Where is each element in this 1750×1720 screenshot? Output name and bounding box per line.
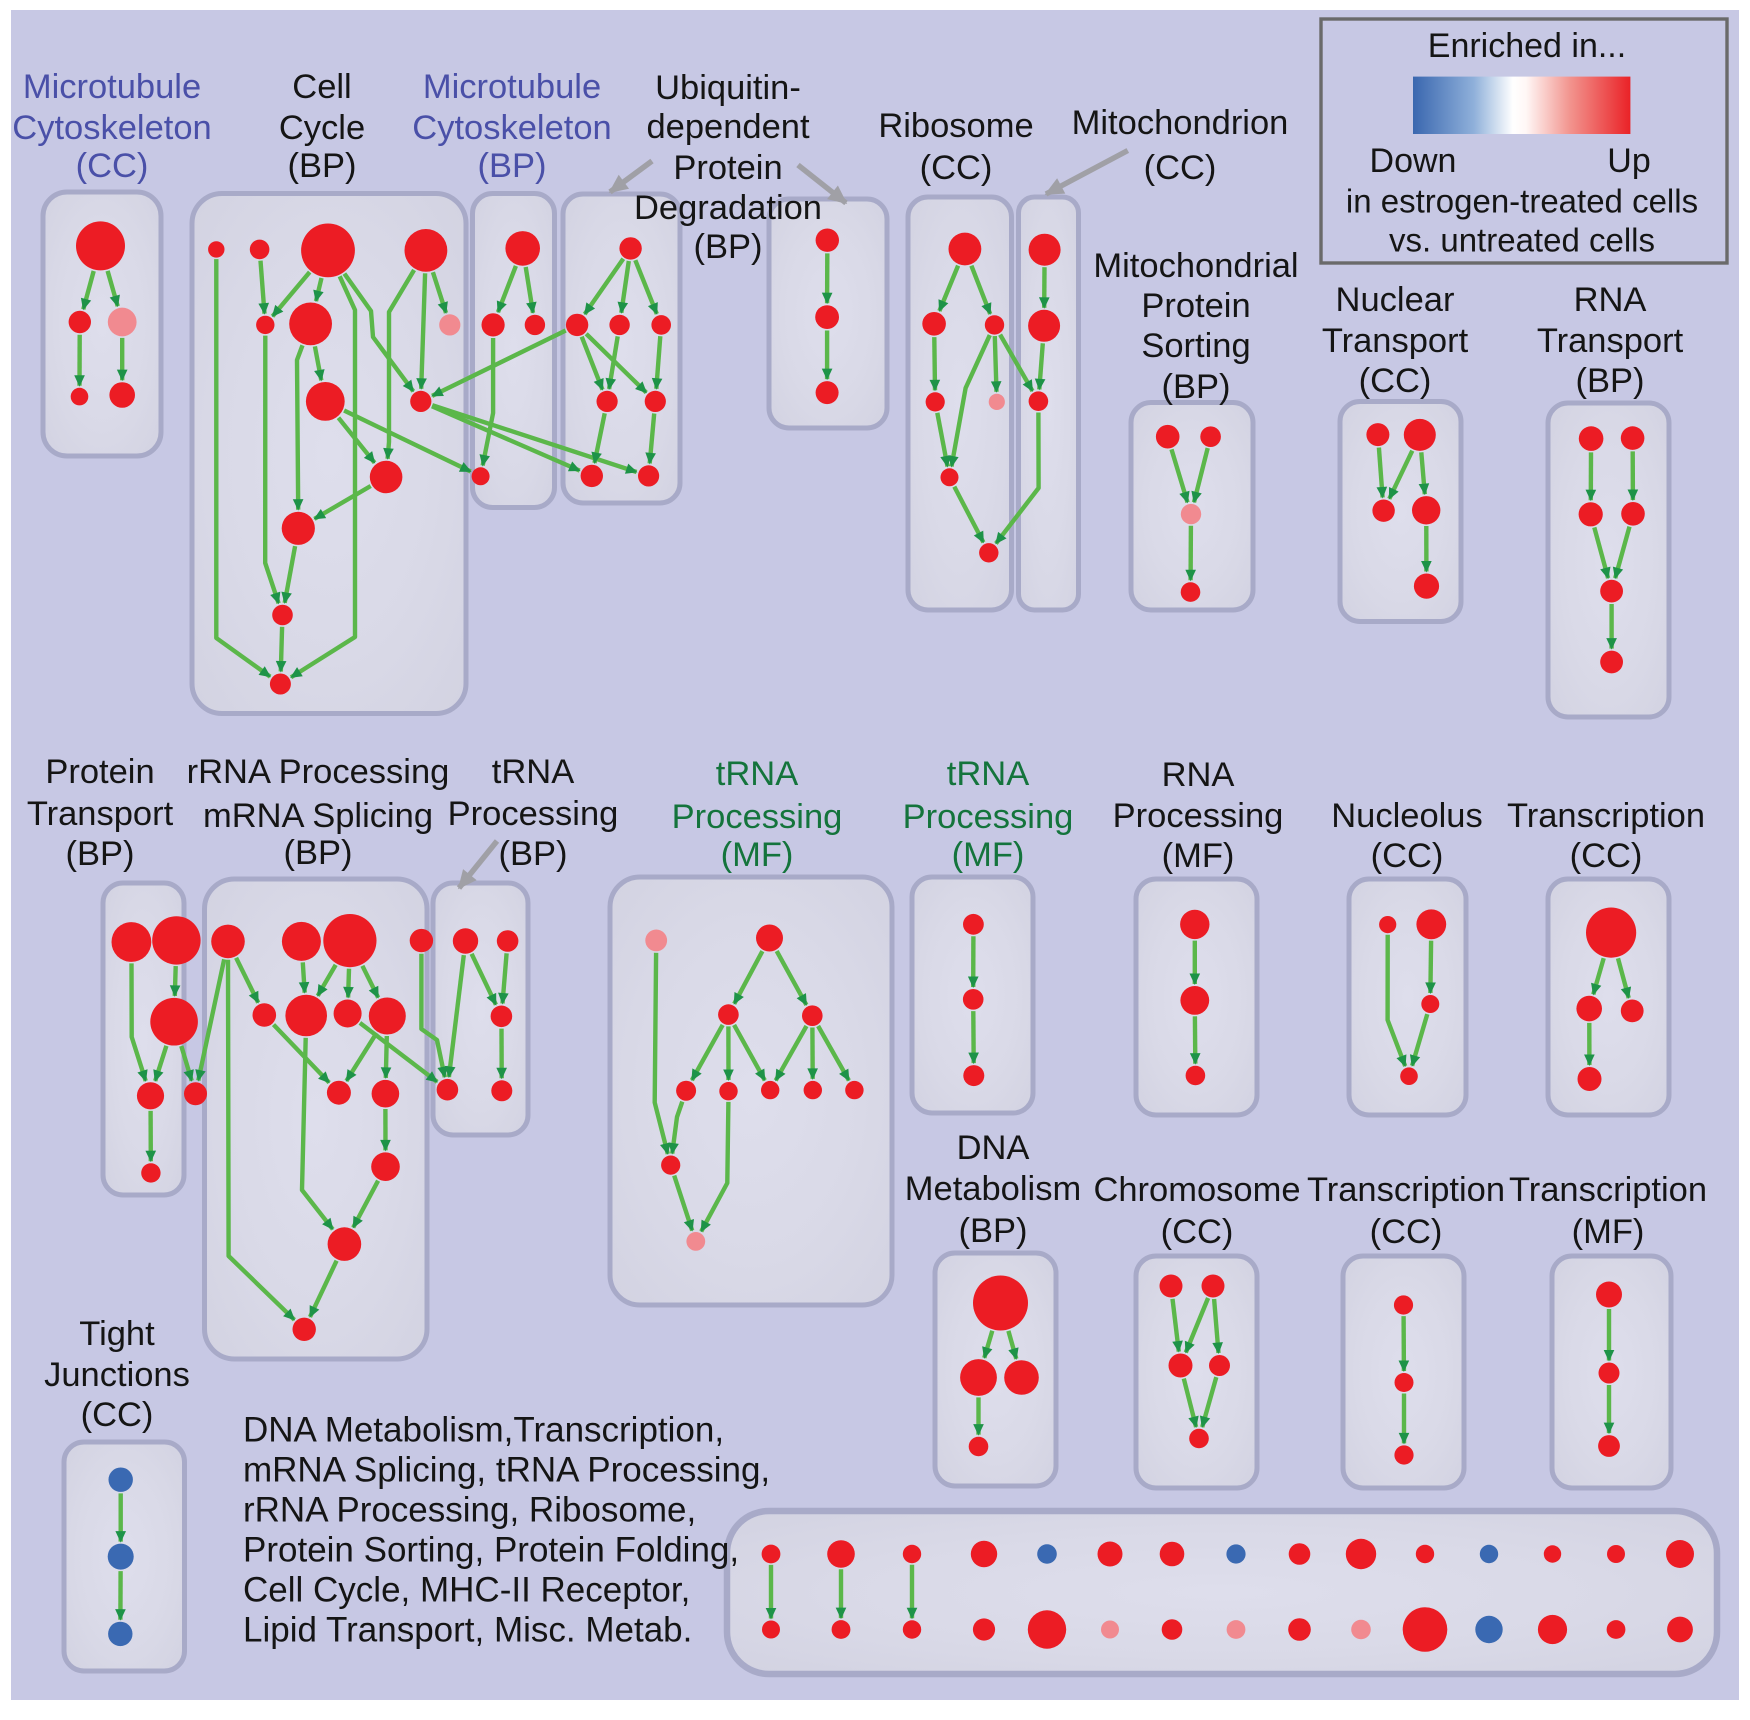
svg-text:Protein Sorting, Protein Foldi: Protein Sorting, Protein Folding, [243,1531,739,1570]
svg-text:Ubiquitin-: Ubiquitin- [655,69,801,107]
svg-text:in estrogen-treated cells: in estrogen-treated cells [1346,183,1698,220]
svg-text:(BP): (BP) [66,835,135,873]
svg-text:(CC): (CC) [1570,837,1643,875]
svg-text:Mitochondrion: Mitochondrion [1072,104,1289,142]
svg-text:Processing: Processing [903,798,1074,836]
svg-text:Processing: Processing [672,798,843,836]
svg-text:Cytoskeleton: Cytoskeleton [12,109,211,147]
svg-text:Processing: Processing [1113,797,1284,835]
svg-text:(BP): (BP) [284,834,353,872]
svg-text:(CC): (CC) [920,149,993,187]
svg-text:(BP): (BP) [288,147,357,185]
svg-text:Cell Cycle, MHC-II Receptor,: Cell Cycle, MHC-II Receptor, [243,1571,690,1610]
svg-text:rRNA Processing, Ribosome,: rRNA Processing, Ribosome, [243,1491,696,1530]
svg-text:(CC): (CC) [1144,149,1217,187]
svg-text:Transcription: Transcription [1307,1171,1505,1209]
svg-text:Microtubule: Microtubule [423,68,601,106]
svg-text:Mitochondrial: Mitochondrial [1093,247,1298,285]
svg-text:Tight: Tight [79,1315,155,1353]
svg-text:Ribosome: Ribosome [878,107,1033,145]
svg-text:(MF): (MF) [952,836,1025,874]
svg-text:(BP): (BP) [694,228,763,266]
svg-text:Junctions: Junctions [44,1356,190,1394]
svg-text:(CC): (CC) [1371,837,1444,875]
svg-text:DNA: DNA [957,1129,1030,1167]
svg-text:Lipid Transport, Misc. Metab.: Lipid Transport, Misc. Metab. [243,1611,692,1650]
svg-text:Down: Down [1370,142,1457,180]
svg-text:Transcription: Transcription [1509,1171,1707,1209]
svg-text:tRNA: tRNA [716,755,798,793]
svg-text:Microtubule: Microtubule [23,68,201,106]
svg-text:Processing: Processing [448,795,619,833]
svg-text:RNA: RNA [1162,756,1235,794]
svg-text:Nucleolus: Nucleolus [1331,797,1483,835]
svg-text:(CC): (CC) [76,147,149,185]
svg-text:(BP): (BP) [1576,362,1645,400]
svg-text:(BP): (BP) [478,147,547,185]
svg-text:dependent: dependent [646,108,809,146]
svg-text:DNA Metabolism,Transcription,: DNA Metabolism,Transcription, [243,1411,724,1450]
svg-text:mRNA Splicing, tRNA Processing: mRNA Splicing, tRNA Processing, [243,1451,770,1490]
svg-text:(CC): (CC) [81,1396,154,1434]
svg-text:Sorting: Sorting [1141,327,1250,365]
svg-text:(CC): (CC) [1370,1213,1443,1251]
svg-text:(CC): (CC) [1359,362,1432,400]
svg-text:(MF): (MF) [1572,1213,1645,1251]
svg-text:rRNA Processing: rRNA Processing [187,753,450,791]
svg-text:(MF): (MF) [1162,837,1235,875]
svg-text:(BP): (BP) [499,835,568,873]
svg-text:Cytoskeleton: Cytoskeleton [412,109,611,147]
svg-text:Degradation: Degradation [634,189,822,227]
svg-text:Metabolism: Metabolism [905,1170,1081,1208]
svg-text:tRNA: tRNA [947,755,1029,793]
svg-text:RNA: RNA [1574,281,1647,319]
svg-text:Transcription: Transcription [1507,797,1705,835]
svg-text:(BP): (BP) [1162,368,1231,406]
svg-text:Protein: Protein [673,149,782,187]
svg-text:(MF): (MF) [721,836,794,874]
svg-text:vs. untreated cells: vs. untreated cells [1389,222,1655,259]
svg-text:Cell: Cell [292,68,351,106]
svg-text:Transport: Transport [1537,322,1684,360]
svg-text:Up: Up [1607,142,1650,180]
svg-text:Protein: Protein [45,753,154,791]
svg-text:(CC): (CC) [1161,1213,1234,1251]
svg-text:Chromosome: Chromosome [1093,1171,1300,1209]
svg-text:Protein: Protein [1141,287,1250,325]
svg-text:Transport: Transport [1322,322,1469,360]
svg-text:Enriched in...: Enriched in... [1428,27,1626,65]
svg-text:Transport: Transport [27,795,174,833]
svg-text:tRNA: tRNA [492,753,574,791]
svg-text:mRNA Splicing: mRNA Splicing [203,797,433,835]
svg-text:Cycle: Cycle [279,109,365,147]
svg-text:(BP): (BP) [959,1212,1028,1250]
svg-text:Nuclear: Nuclear [1336,281,1455,319]
